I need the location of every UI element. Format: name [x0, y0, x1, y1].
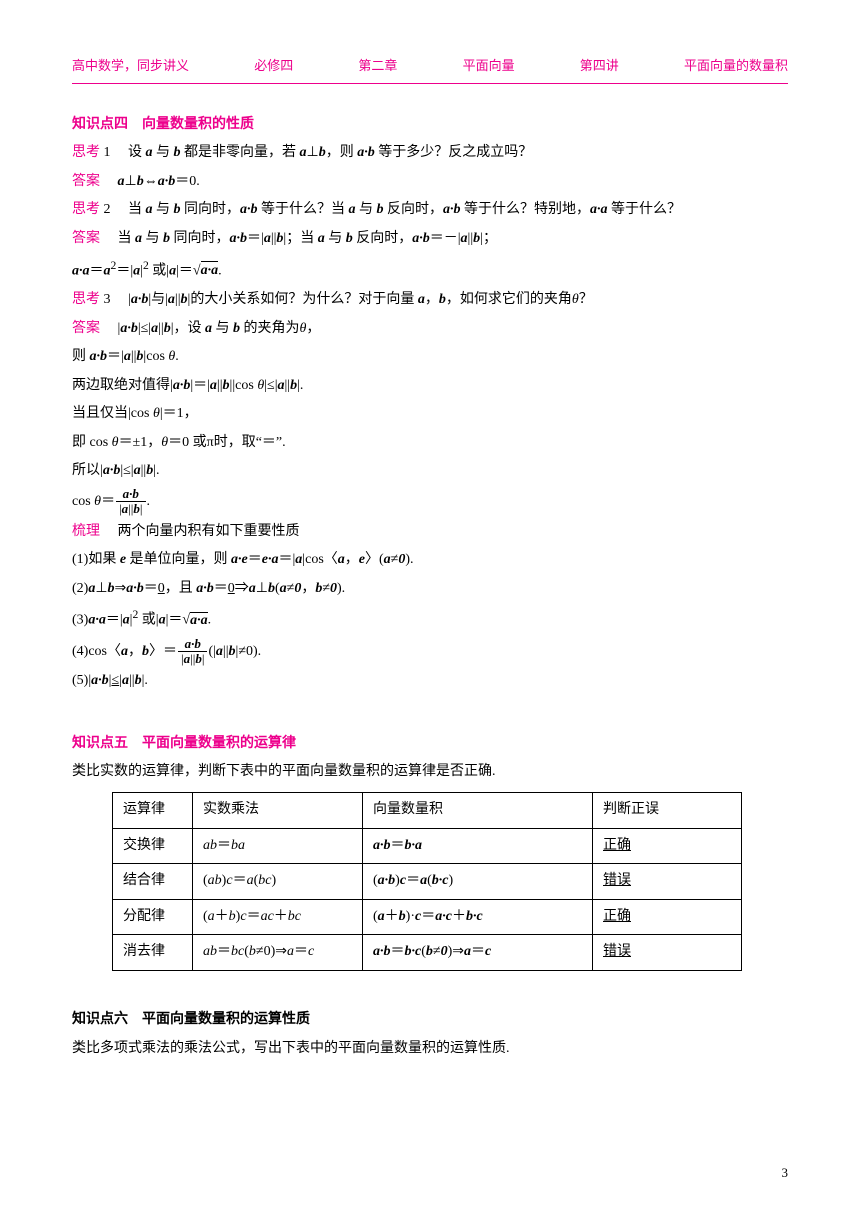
table-row: 分配律 (a＋b)c＝ac＋bc (a＋b)·c＝a·c＋b·c 正确	[113, 899, 742, 935]
section6-intro: 类比多项式乘法的乘法公式，写出下表中的平面向量数量积的运算性质.	[72, 1036, 788, 1063]
page-number: 3	[782, 1161, 789, 1186]
row-vec: (a＋b)·c＝a·c＋b·c	[363, 899, 593, 935]
table-row: 运算律 实数乘法 向量数量积 判断正误	[113, 793, 742, 829]
answer3-l2: 则 a·b＝|a||b|cos θ.	[72, 344, 788, 371]
table-row: 结合律 (ab)c＝a(bc) (a·b)c＝a(b·c) 错误	[113, 864, 742, 900]
think3-num: 3	[104, 292, 125, 307]
answer-label: 答案	[72, 231, 100, 246]
answer1-body: a⊥b⇔a·b＝0.	[104, 174, 200, 189]
th-law: 运算律	[113, 793, 193, 829]
think2-num: 2	[104, 202, 125, 217]
think-label: 思考	[72, 292, 100, 307]
section5-title: 知识点五 平面向量数量积的运算律	[72, 731, 788, 758]
row-name: 消去律	[113, 935, 193, 971]
row-ans: 正确	[593, 899, 742, 935]
think2-body: 当 a 与 b 同向时，a·b 等于什么？当 a 与 b 反向时，a·b 等于什…	[128, 202, 681, 217]
header-title: 平面向量的数量积	[684, 54, 788, 79]
answer1: 答案 a⊥b⇔a·b＝0.	[72, 169, 788, 196]
header-book: 必修四	[254, 54, 293, 79]
page-header: 高中数学，同步讲义 必修四 第二章 平面向量 第四讲 平面向量的数量积	[72, 54, 788, 84]
answer3-l7: cos θ＝a·b|a||b|.	[72, 487, 788, 517]
row-ans: 正确	[593, 828, 742, 864]
prop3: (3)a·a＝|a|2 或|a|＝√a·a.	[72, 604, 788, 634]
think2: 思考 2 当 a 与 b 同向时，a·b 等于什么？当 a 与 b 反向时，a·…	[72, 197, 788, 224]
answer3-l3: 两边取绝对值得|a·b|＝|a||b||cos θ|≤|a||b|.	[72, 373, 788, 400]
row-name: 分配律	[113, 899, 193, 935]
think1: 思考 1 设 a 与 b 都是非零向量，若 a⊥b，则 a·b 等于多少？反之成…	[72, 140, 788, 167]
frac-num: a·b	[123, 486, 139, 501]
comb-label: 梳理	[72, 524, 100, 539]
row-vec: a·b＝b·c(b≠0)⇒a＝c	[363, 935, 593, 971]
think1-num: 1	[104, 145, 125, 160]
comb-body: 两个向量内积有如下重要性质	[104, 524, 300, 539]
answer3-l5: 即 cos θ＝±1，θ＝0 或π时，取“＝”.	[72, 430, 788, 457]
header-topic: 平面向量	[463, 54, 515, 79]
answer-label: 答案	[72, 321, 100, 336]
prop4: (4)cos〈a，b〉＝a·b|a||b|(|a||b|≠0).	[72, 637, 788, 667]
think-label: 思考	[72, 202, 100, 217]
header-chapter: 第二章	[358, 54, 397, 79]
header-lecture: 第四讲	[580, 54, 619, 79]
answer3-l1: |a·b|≤|a||b|，设 a 与 b 的夹角为θ，	[104, 321, 321, 336]
row-real: ab＝bc(b≠0)⇒a＝c	[193, 935, 363, 971]
think3: 思考 3 |a·b|与|a||b|的大小关系如何？为什么？对于向量 a，b，如何…	[72, 287, 788, 314]
row-real: (a＋b)c＝ac＋bc	[193, 899, 363, 935]
row-real: ab＝ba	[193, 828, 363, 864]
th-real: 实数乘法	[193, 793, 363, 829]
think1-body: 设 a 与 b 都是非零向量，若 a⊥b，则 a·b 等于多少？反之成立吗？	[128, 145, 532, 160]
think-label: 思考	[72, 145, 100, 160]
th-vec: 向量数量积	[363, 793, 593, 829]
think3-body: |a·b|与|a||b|的大小关系如何？为什么？对于向量 a，b，如何求它们的夹…	[128, 292, 593, 307]
row-ans: 错误	[593, 864, 742, 900]
answer3-l6: 所以|a·b|≤|a||b|.	[72, 458, 788, 485]
header-subject: 高中数学，同步讲义	[72, 54, 189, 79]
prop5: (5)|a·b|≤|a||b|.	[72, 668, 788, 695]
row-name: 结合律	[113, 864, 193, 900]
answer2: 答案 当 a 与 b 同向时，a·b＝|a||b|；当 a 与 b 反向时，a·…	[72, 226, 788, 253]
comb-line: 梳理 两个向量内积有如下重要性质	[72, 519, 788, 546]
answer2-body: 当 a 与 b 同向时，a·b＝|a||b|；当 a 与 b 反向时，a·b＝－…	[104, 231, 497, 246]
section4-title: 知识点四 向量数量积的性质	[72, 112, 788, 139]
laws-table: 运算律 实数乘法 向量数量积 判断正误 交换律 ab＝ba a·b＝b·a 正确…	[112, 792, 742, 971]
section6-title: 知识点六 平面向量数量积的运算性质	[72, 1007, 788, 1034]
row-name: 交换律	[113, 828, 193, 864]
prop2: (2)a⊥b⇒a·b＝0，且 a·b＝0⇒a⊥b(a≠0，b≠0).	[72, 576, 788, 603]
answer3-l4: 当且仅当|cos θ|＝1，	[72, 401, 788, 428]
row-ans: 错误	[593, 935, 742, 971]
section5-intro: 类比实数的运算律，判断下表中的平面向量数量积的运算律是否正确.	[72, 759, 788, 786]
row-real: (ab)c＝a(bc)	[193, 864, 363, 900]
table-row: 交换律 ab＝ba a·b＝b·a 正确	[113, 828, 742, 864]
answer-label: 答案	[72, 174, 100, 189]
table-row: 消去律 ab＝bc(b≠0)⇒a＝c a·b＝b·c(b≠0)⇒a＝c 错误	[113, 935, 742, 971]
row-vec: (a·b)c＝a(b·c)	[363, 864, 593, 900]
row-vec: a·b＝b·a	[363, 828, 593, 864]
answer3: 答案 |a·b|≤|a||b|，设 a 与 b 的夹角为θ，	[72, 316, 788, 343]
prop1: (1)如果 e 是单位向量，则 a·e＝e·a＝|a|cos〈a，e〉(a≠0)…	[72, 547, 788, 574]
th-judge: 判断正误	[593, 793, 742, 829]
answer2-line2: a·a＝a2＝|a|2 或|a|＝√a·a.	[72, 255, 788, 285]
